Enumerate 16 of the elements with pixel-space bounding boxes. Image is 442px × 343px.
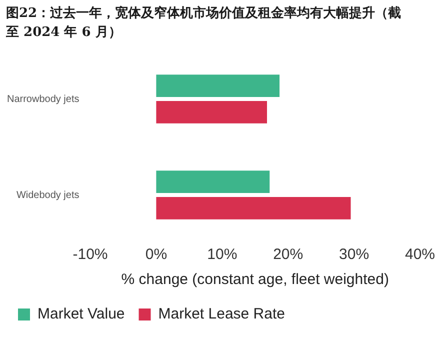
x-tick-label: 10%	[207, 246, 238, 264]
bar	[156, 100, 267, 124]
x-tick-label: -10%	[72, 246, 108, 264]
x-tick-label: 20%	[273, 246, 304, 264]
y-tick-label: Narrowbody jets	[6, 94, 80, 105]
x-tick-label: 0%	[145, 246, 168, 264]
chart-title: 图22：过去一年，宽体及窄体机市场价值及租金率均有大幅提升（截至 2024 年 6 月）	[5, 4, 402, 42]
bar	[156, 74, 280, 98]
bar	[156, 196, 351, 220]
y-tick-label: Widebody jets	[16, 190, 80, 201]
x-axis-title: % change (constant age, fleet weighted)	[121, 271, 389, 288]
legend-label: Market Value	[38, 306, 125, 323]
x-tick-label: 30%	[339, 246, 370, 264]
bar	[156, 170, 270, 194]
x-tick-label: 40%	[404, 246, 436, 264]
legend-label: Market Lease Rate	[158, 306, 285, 323]
